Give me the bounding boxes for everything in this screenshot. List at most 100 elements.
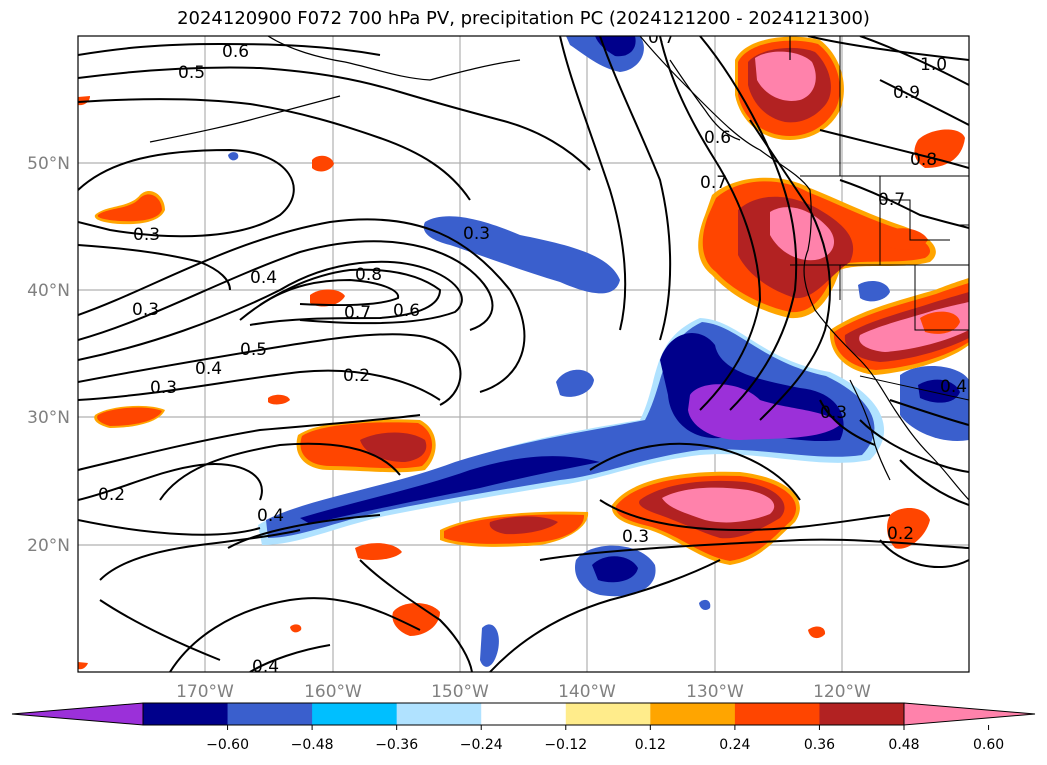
y-tick-label: 30°N xyxy=(27,408,70,428)
y-tick-label: 50°N xyxy=(27,154,70,174)
colorbar-tick-label: −0.24 xyxy=(460,737,503,753)
colorbar-segment xyxy=(143,703,229,725)
colorbar: −0.60 −0.48 −0.36 −0.24 −0.12 0.12 0.24 0.36 0.4… xyxy=(11,702,1036,753)
gridlines xyxy=(78,36,969,672)
contour-label: 0.2 xyxy=(98,485,125,505)
contour-label: 0.7 xyxy=(344,303,371,323)
neg-core-purple xyxy=(688,384,840,440)
x-axis-labels: 170°W 160°W 150°W 140°W 130°W 120°W xyxy=(176,682,871,702)
colorbar-segment xyxy=(227,703,313,725)
contour-label: 0.5 xyxy=(178,63,205,83)
contour-label: 0.5 xyxy=(240,340,267,360)
contour-label: 0.3 xyxy=(133,225,160,245)
pv-contours xyxy=(78,36,969,672)
pos-small-10 xyxy=(808,626,826,639)
pos-small-7 xyxy=(914,129,965,168)
colorbar-extend-left xyxy=(11,702,144,726)
contour-label: 0.8 xyxy=(355,265,382,285)
pos-small-1 xyxy=(310,289,345,307)
colorbar-tick-label: 0.24 xyxy=(719,737,750,753)
neg-blob-small xyxy=(556,369,594,397)
pos-mid-dark xyxy=(360,432,427,462)
contour-label: 0.7 xyxy=(878,190,905,210)
coastlines xyxy=(149,36,969,501)
contour-label: 0.3 xyxy=(622,527,649,547)
colorbar-extend-right xyxy=(903,702,1036,726)
contour-label: 0.6 xyxy=(704,128,731,148)
colorbar-tick-label: 0.60 xyxy=(973,737,1004,753)
colorbar-segments xyxy=(143,703,905,725)
contour-label: 0.4 xyxy=(940,377,967,397)
x-tick-label: 120°W xyxy=(813,682,871,702)
pos-small-6 xyxy=(887,508,930,549)
colorbar-tick-label: 0.36 xyxy=(804,737,835,753)
contour-label: 0.7 xyxy=(648,28,675,48)
plot-area: 0.6 0.5 0.3 0.3 0.4 0.8 0.7 0.6 0.5 0.4 … xyxy=(78,28,969,677)
neg-blob-se-core xyxy=(918,379,960,403)
neg-band-main-dark xyxy=(300,456,600,524)
colorbar-frame xyxy=(142,702,905,726)
neg-blob-south-core xyxy=(592,556,638,583)
x-tick-label: 130°W xyxy=(686,682,744,702)
x-tick-label: 170°W xyxy=(176,682,234,702)
contour-label: 0.2 xyxy=(887,524,914,544)
pos-mid2-dark xyxy=(489,516,558,535)
contour-label: 0.3 xyxy=(132,300,159,320)
y-axis-labels: 50°N 40°N 30°N 20°N xyxy=(27,154,70,556)
precip-positive-shading xyxy=(78,36,969,670)
contour-label: 0.4 xyxy=(257,506,284,526)
pos-west-coast-pink xyxy=(770,207,835,261)
colorbar-tick-label: −0.48 xyxy=(291,737,334,753)
contour-label: 0.6 xyxy=(222,42,249,62)
neg-blob-ca xyxy=(858,280,890,302)
plot-frame xyxy=(77,35,970,673)
contour-label: 0.3 xyxy=(150,378,177,398)
colorbar-tick-label: −0.12 xyxy=(544,737,587,753)
pos-small-2 xyxy=(312,155,334,172)
pos-small-13 xyxy=(78,662,88,670)
neg-blob-dot2 xyxy=(228,152,239,161)
pos-small-8 xyxy=(920,311,960,334)
contour-label: 0.6 xyxy=(393,301,420,321)
contour-label: 0.7 xyxy=(700,173,727,193)
neg-blob-dot xyxy=(699,599,711,611)
colorbar-segment xyxy=(396,703,482,725)
pos-nw xyxy=(97,194,162,222)
neg-blob-sw xyxy=(480,624,499,667)
colorbar-ticks: −0.60 −0.48 −0.36 −0.24 −0.12 0.12 0.24 0.36 0.4… xyxy=(206,725,1004,753)
x-tick-label: 140°W xyxy=(558,682,616,702)
political-borders xyxy=(790,36,969,401)
pos-south-pink xyxy=(662,487,775,523)
pos-w xyxy=(97,407,162,426)
contour-label: 0.3 xyxy=(820,403,847,423)
colorbar-segment xyxy=(734,703,820,725)
contour-label: 0.4 xyxy=(195,359,222,379)
precip-negative-shading xyxy=(228,36,969,667)
contour-label: 0.4 xyxy=(252,657,279,677)
pos-small-11 xyxy=(290,624,302,633)
colorbar-tick-label: −0.60 xyxy=(206,737,249,753)
x-tick-label: 150°W xyxy=(431,682,489,702)
pos-small-12 xyxy=(78,96,90,106)
colorbar-tick-label: 0.12 xyxy=(635,737,666,753)
pos-small-3 xyxy=(268,394,290,405)
contour-labels: 0.6 0.5 0.3 0.3 0.4 0.8 0.7 0.6 0.5 0.4 … xyxy=(98,28,967,677)
colorbar-tick-label: −0.36 xyxy=(375,737,418,753)
colorbar-segment xyxy=(565,703,651,725)
contour-label: 0.8 xyxy=(910,150,937,170)
colorbar-segment xyxy=(481,703,567,725)
contour-label: 0.9 xyxy=(893,83,920,103)
y-tick-label: 40°N xyxy=(27,281,70,301)
colorbar-segment xyxy=(650,703,736,725)
pos-bc-pink xyxy=(755,51,816,101)
y-tick-label: 20°N xyxy=(27,536,70,556)
contour-label: 0.3 xyxy=(463,224,490,244)
colorbar-segment xyxy=(819,703,905,725)
colorbar-tick-label: 0.48 xyxy=(888,737,919,753)
contour-label: 1.0 xyxy=(920,55,947,75)
pos-small-4 xyxy=(355,543,402,560)
contour-label: 0.4 xyxy=(250,268,277,288)
neg-blob-north xyxy=(423,216,620,294)
neg-blob-top-core xyxy=(595,36,636,57)
